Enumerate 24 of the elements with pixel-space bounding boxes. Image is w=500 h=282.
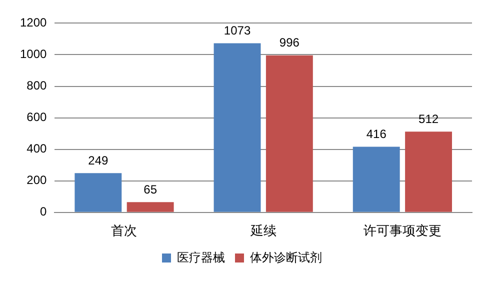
bar — [74, 173, 122, 212]
y-tick-label: 800 — [26, 78, 48, 93]
bar — [126, 202, 174, 212]
y-tick-label: 1000 — [20, 47, 48, 62]
data-label: 996 — [279, 36, 300, 50]
data-label: 65 — [144, 182, 158, 196]
bar — [405, 132, 452, 212]
x-tick-label: 许可事项变更 — [363, 222, 442, 238]
x-tick-label: 首次 — [111, 222, 138, 238]
y-tick-label: 1200 — [20, 16, 48, 30]
x-tick-label: 延续 — [249, 222, 276, 238]
data-label: 416 — [366, 127, 387, 142]
y-tick-label: 400 — [26, 142, 48, 156]
bar — [352, 146, 400, 212]
bar — [214, 43, 261, 212]
y-tick-label: 0 — [40, 204, 48, 219]
y-tick-label: 600 — [26, 110, 48, 124]
data-label: 1073 — [224, 24, 251, 38]
data-label: 512 — [418, 112, 439, 126]
legend-label: 体外诊断试剂 — [250, 250, 322, 264]
y-tick-label: 200 — [26, 173, 48, 188]
bar — [266, 55, 313, 212]
data-label: 249 — [88, 153, 108, 168]
legend-label: 医疗器械 — [177, 250, 225, 264]
